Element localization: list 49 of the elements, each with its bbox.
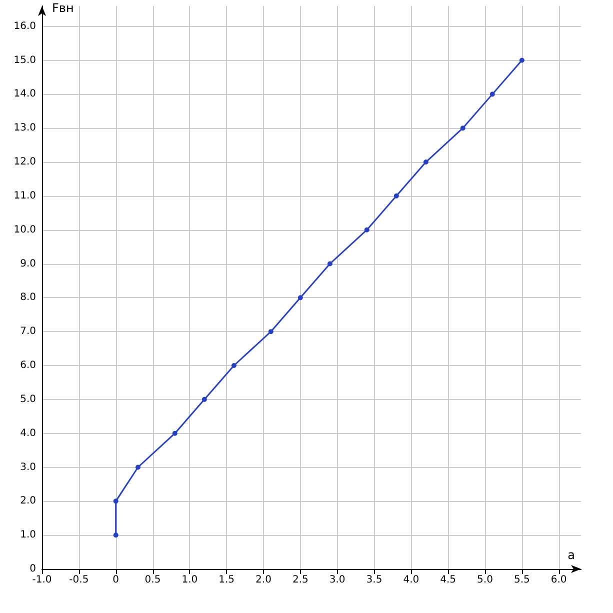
x-tick-label: 6.0 — [550, 574, 567, 586]
point — [423, 160, 428, 165]
x-tick-label: 4.0 — [403, 574, 420, 586]
y-tick-label: 14.0 — [14, 88, 36, 100]
point — [519, 58, 524, 63]
y-tick-label: 0 — [30, 564, 36, 574]
point — [490, 92, 495, 97]
y-tick-label: 13.0 — [14, 122, 36, 134]
point — [172, 430, 178, 436]
point — [327, 261, 332, 266]
y-tick-label: 3.0 — [20, 462, 36, 473]
x-tick-label: -1.0 — [32, 574, 52, 586]
point — [364, 227, 370, 232]
y-tick-label: 10.0 — [14, 224, 36, 236]
y-tick-label: 4.0 — [20, 428, 36, 439]
y-tick-label: 16.0 — [14, 20, 36, 32]
y-tick-label: 9.0 — [20, 258, 36, 270]
point — [394, 193, 399, 198]
y-tick-label: 15.0 — [14, 54, 36, 66]
y-tick-label: 12.0 — [14, 156, 36, 168]
x-tick-label: 5.0 — [477, 574, 493, 586]
x-tick-label: 2.5 — [292, 574, 308, 586]
x-axis-title: a — [568, 548, 575, 562]
x-tick-label: 1.0 — [182, 574, 198, 586]
x-tick-label: 2.0 — [256, 574, 272, 586]
x-tick-label: 3.5 — [366, 574, 382, 586]
point — [135, 464, 140, 470]
point — [231, 363, 236, 368]
x-tick-label: 5.5 — [514, 574, 530, 586]
x-tick-label: -0.5 — [69, 574, 89, 586]
y-tick-label: 6.0 — [20, 360, 36, 372]
x-tick-label: 1.5 — [218, 574, 235, 586]
y-tick-label: 11.0 — [14, 190, 36, 202]
point — [460, 126, 466, 131]
y-axis-title: Fвн — [52, 1, 74, 15]
x-tick-label: 3.0 — [329, 574, 346, 586]
x-tick-label: 0 — [112, 574, 120, 586]
y-tick-label: 1.0 — [20, 530, 36, 541]
point — [298, 295, 303, 300]
y-tick-label: 5.0 — [20, 394, 36, 405]
point — [113, 498, 118, 504]
x-tick-label: 0.5 — [144, 574, 161, 586]
point — [202, 396, 207, 402]
point — [113, 532, 118, 538]
y-tick-label: 7.0 — [20, 326, 36, 338]
x-tick-label: 4.5 — [440, 574, 456, 586]
y-tick-label: 2.0 — [20, 496, 36, 507]
point — [268, 329, 274, 334]
y-tick-label: 8.0 — [20, 292, 36, 304]
